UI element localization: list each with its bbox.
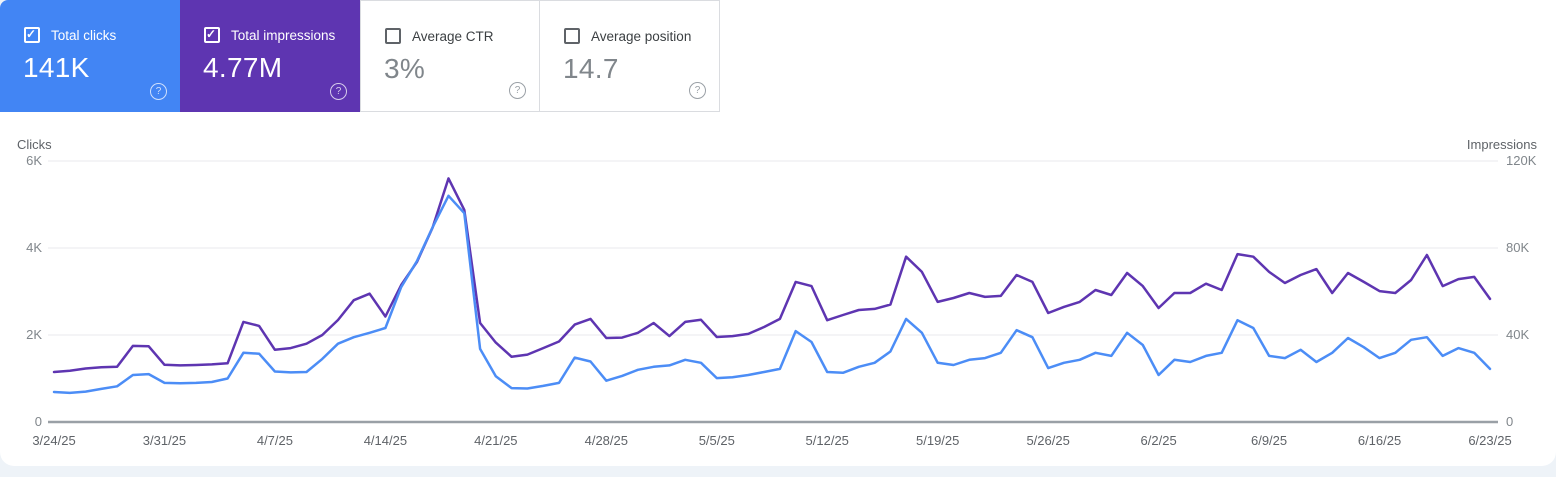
- x-axis-tick-label: 3/24/25: [32, 433, 75, 448]
- card-label: Total impressions: [231, 27, 336, 43]
- total-clicks-value: 141K: [23, 52, 90, 83]
- metric-cards: Total clicks 141K ? Total impressions 4.…: [0, 0, 720, 112]
- card-header: Average position: [564, 28, 691, 44]
- x-axis-tick-label: 5/26/25: [1026, 433, 1069, 448]
- x-axis-tick-label: 5/19/25: [916, 433, 959, 448]
- y-axis-right-tick-label: 0: [1506, 414, 1513, 429]
- x-axis-tick-label: 4/28/25: [585, 433, 628, 448]
- card-label: Total clicks: [51, 27, 117, 43]
- x-axis-tick-label: 6/16/25: [1358, 433, 1401, 448]
- help-icon[interactable]: ?: [330, 83, 347, 100]
- y-axis-left-tick-label: 4K: [26, 240, 42, 255]
- x-axis-tick-label: 4/14/25: [364, 433, 407, 448]
- left-axis-title: Clicks: [17, 137, 52, 152]
- x-axis-tick-label: 3/31/25: [143, 433, 186, 448]
- card-header: Average CTR: [385, 28, 494, 44]
- card-total-clicks[interactable]: Total clicks 141K ?: [0, 0, 180, 112]
- performance-panel: Total clicks 141K ? Total impressions 4.…: [0, 0, 1556, 466]
- x-axis-tick-label: 4/7/25: [257, 433, 293, 448]
- y-axis-right-tick-label: 120K: [1506, 153, 1537, 168]
- impressions-line: [52, 177, 1492, 374]
- x-axis-tick-label: 6/23/25: [1468, 433, 1511, 448]
- x-axis-tick-label: 5/5/25: [699, 433, 735, 448]
- total-clicks-checkbox[interactable]: [24, 27, 40, 43]
- x-axis-tick-label: 6/9/25: [1251, 433, 1287, 448]
- help-icon[interactable]: ?: [150, 83, 167, 100]
- average-position-value: 14.7: [563, 53, 619, 84]
- y-axis-right-tick-label: 80K: [1506, 240, 1529, 255]
- average-ctr-value: 3%: [384, 53, 426, 84]
- card-average-ctr[interactable]: Average CTR 3% ?: [360, 0, 540, 112]
- card-total-impressions[interactable]: Total impressions 4.77M ?: [180, 0, 360, 112]
- clicks-line: [52, 194, 1492, 395]
- average-ctr-checkbox[interactable]: [385, 28, 401, 44]
- x-axis-tick-label: 5/12/25: [806, 433, 849, 448]
- card-header: Total impressions: [204, 27, 335, 43]
- help-icon[interactable]: ?: [509, 82, 526, 99]
- card-average-position[interactable]: Average position 14.7 ?: [540, 0, 720, 112]
- card-label: Average position: [591, 28, 692, 44]
- total-impressions-value: 4.77M: [203, 52, 283, 83]
- y-axis-left-tick-label: 6K: [26, 153, 42, 168]
- card-header: Total clicks: [24, 27, 116, 43]
- y-axis-right-tick-label: 40K: [1506, 327, 1529, 342]
- x-axis-tick-label: 6/2/25: [1141, 433, 1177, 448]
- average-position-checkbox[interactable]: [564, 28, 580, 44]
- right-axis-title: Impressions: [1466, 137, 1537, 152]
- card-label: Average CTR: [412, 28, 494, 44]
- total-impressions-checkbox[interactable]: [204, 27, 220, 43]
- x-axis-tick-label: 4/21/25: [474, 433, 517, 448]
- y-axis-left-tick-label: 2K: [26, 327, 42, 342]
- help-icon[interactable]: ?: [689, 82, 706, 99]
- y-axis-left-tick-label: 0: [35, 414, 42, 429]
